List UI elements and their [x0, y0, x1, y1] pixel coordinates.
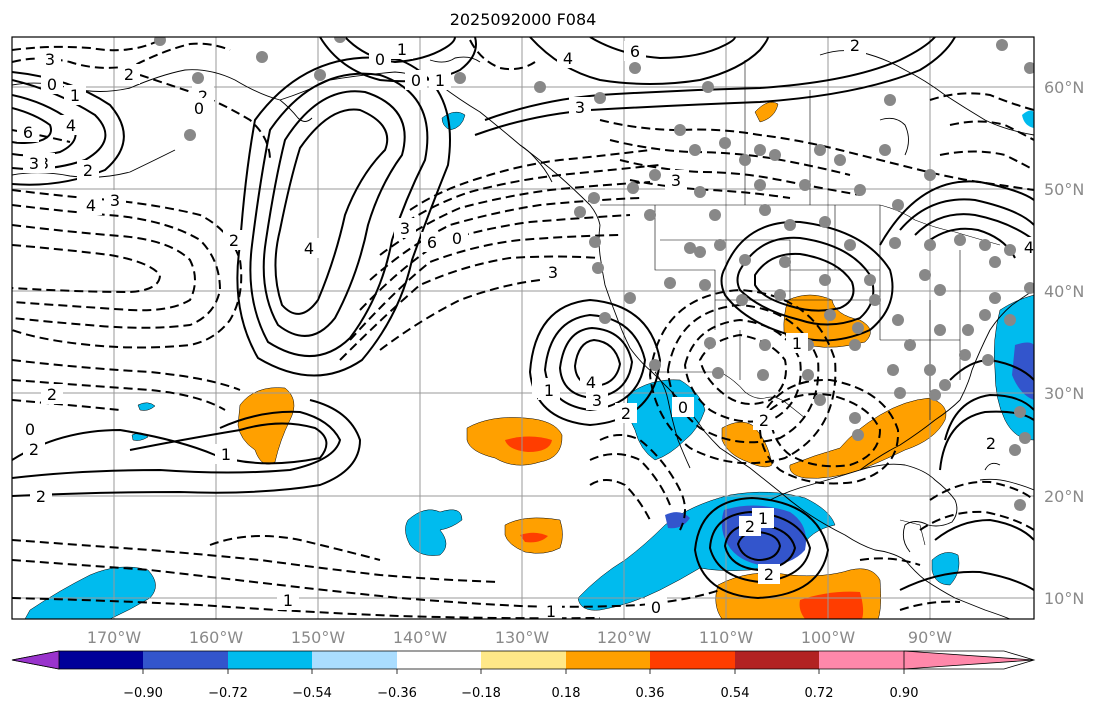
figure-title: 2025092000 F084	[450, 10, 597, 29]
lon-label: 170°W	[87, 628, 142, 647]
contour-label: 4	[86, 196, 96, 215]
colorbar-tick-label: −0.18	[461, 686, 501, 701]
colorbar-segment	[481, 651, 566, 669]
lon-label: 140°W	[393, 628, 448, 647]
contour-label: 4	[1024, 238, 1034, 257]
contour-label: 2	[124, 65, 134, 84]
lon-label: 110°W	[699, 628, 754, 647]
lon-label: 120°W	[597, 628, 652, 647]
contour-label: 6	[427, 233, 437, 252]
contour-label: 3	[110, 191, 120, 210]
contour-label: 2	[229, 231, 239, 250]
colorbar-segment	[228, 651, 312, 669]
colorbar-tick-label: 0.36	[636, 686, 665, 701]
lon-label: 150°W	[291, 628, 346, 647]
colorbar-segment	[819, 651, 904, 669]
colorbar-segment	[566, 651, 650, 669]
contour-label: 3	[671, 171, 681, 190]
lat-label: 50°N	[1044, 180, 1084, 199]
contour-label: 4	[563, 49, 573, 68]
contour-label: 2	[198, 87, 208, 106]
colorbar-segment	[312, 651, 397, 669]
lat-label: 10°N	[1044, 589, 1084, 608]
contour-label: 1	[435, 71, 445, 90]
colorbar-segment	[397, 651, 481, 669]
contour-label: 0	[678, 398, 688, 417]
lat-label: 20°N	[1044, 487, 1084, 506]
contour-label: 1	[546, 602, 556, 621]
contour-label: 1	[70, 86, 80, 105]
colorbar-tick-label: −0.90	[123, 686, 163, 701]
colorbar-tick-label: 0.90	[890, 686, 919, 701]
lat-label: 40°N	[1044, 282, 1084, 301]
colorbar-tick-label: 0.18	[552, 686, 581, 701]
colorbar-tick-label: −0.54	[292, 686, 332, 701]
latitude-axis-labels: 60°N 50°N 40°N 30°N 20°N 10°N	[1044, 78, 1084, 608]
lon-label: 90°W	[908, 628, 952, 647]
contour-label: 2	[759, 411, 769, 430]
station-markers	[154, 37, 1034, 511]
contour-label: 4	[586, 373, 596, 392]
contour-label: 3	[45, 50, 55, 69]
contour-label: 4	[304, 239, 314, 258]
shaded-regions	[24, 102, 1034, 619]
contour-label: 0	[452, 229, 462, 248]
colorbar-segment	[59, 651, 143, 669]
lon-label: 100°W	[801, 628, 856, 647]
contour-label: 0	[194, 99, 204, 118]
contour-label: 1	[758, 509, 768, 528]
contour-label: 3	[400, 219, 410, 238]
contour-label: 2	[621, 404, 631, 423]
contour-label: 2	[764, 565, 774, 584]
colorbar: −0.90 −0.72 −0.54 −0.36 −0.18 0.18 0.36 …	[11, 650, 1036, 701]
contour-label: 2	[36, 487, 46, 506]
contour-label: 2	[986, 434, 996, 453]
contour-label: 1	[544, 381, 554, 400]
contour-label: 0	[25, 420, 35, 439]
contour-label: 3	[592, 391, 602, 410]
contour-label: 2	[47, 385, 57, 404]
contour-label: 0	[47, 75, 57, 94]
contour-label: 1	[397, 40, 407, 59]
contour-label: 0	[651, 598, 661, 617]
colorbar-segment	[650, 651, 735, 669]
lon-label: 130°W	[495, 628, 550, 647]
map-frame	[11, 36, 1035, 620]
contour-label: 2	[83, 161, 93, 180]
lat-label: 60°N	[1044, 78, 1084, 97]
colorbar-segment	[143, 651, 228, 669]
contour-label: 1	[283, 591, 293, 610]
contour-label: 1	[792, 334, 802, 353]
colorbar-tick-label: −0.72	[208, 686, 248, 701]
contour-label: 2	[745, 517, 755, 536]
contour-labels: 3 2 0 1 2 0 6 4 3 2 6 4 3 0	[17, 36, 1034, 621]
colorbar-tick-label: 0.72	[805, 686, 834, 701]
contour-label: 0	[375, 50, 385, 69]
contour-label: 3	[575, 98, 585, 117]
contour-label: 2	[850, 36, 860, 55]
contour-label: 1	[221, 445, 231, 464]
contour-label: 6	[23, 123, 33, 142]
contour-label: 2	[29, 440, 39, 459]
contour-label: 4	[66, 116, 76, 135]
lat-label: 30°N	[1044, 384, 1084, 403]
colorbar-segment	[735, 651, 819, 669]
contour-label: 3	[29, 154, 39, 173]
lon-label: 160°W	[189, 628, 244, 647]
map-area: 3 2 0 1 2 0 6 4 3 2 6 4 3 0	[12, 36, 1034, 621]
colorbar-tick-label: 0.54	[721, 686, 750, 701]
colorbar-tick-label: −0.36	[377, 686, 417, 701]
contour-label: 3	[548, 263, 558, 282]
contour-label: 0	[411, 71, 421, 90]
longitude-axis-labels: 170°W 160°W 150°W 140°W 130°W 120°W 110°…	[87, 628, 952, 647]
contour-label: 6	[630, 42, 640, 61]
